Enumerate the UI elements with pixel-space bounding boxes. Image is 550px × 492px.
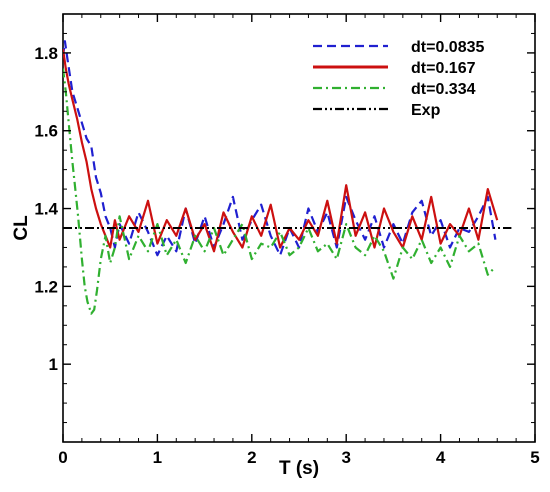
series-layer [63, 40, 512, 315]
series-line-3 [63, 68, 497, 315]
x-tick-label: 5 [530, 448, 539, 467]
y-tick-label: 1.6 [34, 122, 58, 141]
x-tick-label: 0 [58, 448, 67, 467]
x-tick-label: 4 [436, 448, 446, 467]
y-tick-label: 1.8 [34, 44, 58, 63]
y-tick-label: 1.4 [34, 200, 58, 219]
legend: dt=0.0835 dt=0.167 dt=0.334 Exp [313, 39, 484, 119]
x-tick-label: 3 [341, 448, 350, 467]
legend-label-2: dt=0.167 [411, 60, 476, 77]
legend-label-3: dt=0.334 [411, 81, 476, 98]
legend-label-4: Exp [411, 102, 441, 119]
y-axis-title: CL [11, 215, 32, 241]
series-line-2 [63, 48, 499, 253]
x-axis-title: T (s) [279, 458, 319, 479]
tick-labels-layer: 0 1 2 3 4 5 1 1.2 1.4 1.6 1.8 [34, 44, 539, 467]
y-tick-label: 1 [49, 355, 58, 374]
x-tick-label: 2 [247, 448, 256, 467]
legend-label-1: dt=0.0835 [411, 39, 484, 56]
ticks-layer [62, 13, 536, 443]
y-tick-label: 1.2 [34, 277, 58, 296]
x-tick-label: 1 [153, 448, 162, 467]
